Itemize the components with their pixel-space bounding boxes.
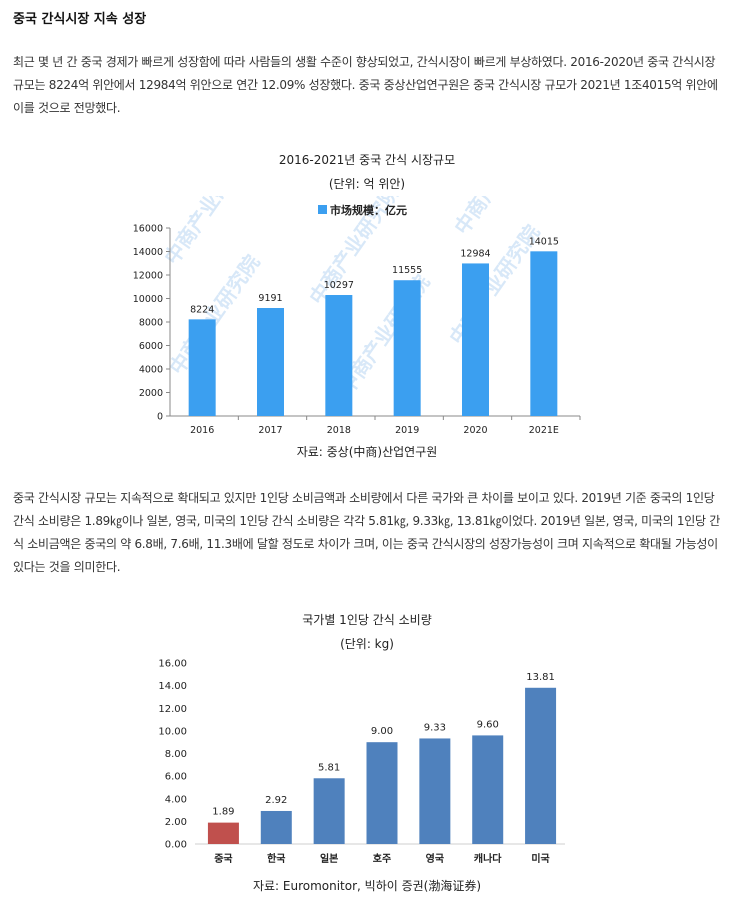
value-label-2020: 12984 (460, 248, 490, 259)
x-tick-label-일본: 일본 (320, 852, 338, 865)
bar-2016 (188, 319, 216, 416)
bar-한국 (260, 810, 292, 844)
value-label-일본: 5.81 (318, 762, 340, 773)
value-label-2016: 8224 (190, 304, 214, 315)
x-tick-label-2021E: 2021E (529, 425, 559, 436)
per-capita-consumption-bar-chart: 0.00 2.00 4.00 6.00 8.00 10.00 12.00 14.00 16.00… (158, 659, 565, 865)
x-tick-label-미국: 미국 (531, 852, 549, 865)
y-tick-label: 10.00 (158, 726, 187, 737)
chart1-subtitle: (단위: 억 위안) (328, 177, 406, 191)
value-label-중국: 1.89 (212, 807, 234, 818)
y-tick-label: 10000 (133, 294, 163, 305)
value-label-영국: 9.33 (424, 722, 446, 733)
x-tick-label-한국: 한국 (267, 853, 285, 865)
paragraph-market-size: 최근 몇 년 간 중국 경제가 빠르게 성장함에 따라 사람들의 생활 수준이 … (13, 55, 718, 115)
bar-미국 (525, 687, 557, 844)
y-tick-label: 2.00 (165, 817, 187, 828)
y-tick-label: 8.00 (165, 749, 187, 760)
x-tick-label-2018: 2018 (327, 425, 351, 436)
y-tick-label: 16000 (133, 224, 163, 235)
chart2-source: 자료: Euromonitor, 빅하이 증권(渤海证券) (252, 879, 482, 893)
paragraph-consumption-gap: 중국 간식시장 규모는 지속적으로 확대되고 있지만 1인당 소비금액과 소비량… (13, 491, 720, 574)
y-tick-label: 2000 (139, 388, 163, 399)
bar-2017 (257, 308, 284, 416)
value-label-한국: 2.92 (265, 795, 287, 806)
y-tick-label: 0.00 (165, 840, 187, 851)
bar-2019 (393, 280, 421, 416)
bar-2018 (325, 295, 353, 416)
y-tick-label: 16.00 (158, 659, 187, 670)
value-label-호주: 9.00 (371, 726, 393, 737)
y-tick-label: 0 (157, 412, 163, 423)
y-tick-label: 12000 (133, 271, 163, 282)
y-tick-label: 14000 (133, 247, 163, 258)
value-label-2018: 10297 (324, 280, 354, 291)
bar-2020 (462, 263, 489, 416)
x-tick-label-2020: 2020 (463, 425, 487, 436)
article-heading: 중국 간식시장 지속 성장 (13, 12, 147, 27)
legend-label: 市场规模：亿元 (330, 203, 407, 217)
chart2-title: 국가별 1인당 간식 소비량 (302, 613, 432, 627)
y-tick-label: 4000 (139, 365, 163, 376)
legend-swatch (318, 205, 327, 214)
x-tick-label-영국: 영국 (426, 852, 444, 865)
x-tick-label-2017: 2017 (258, 425, 282, 436)
value-label-미국: 13.81 (526, 672, 555, 683)
value-label-캐나다: 9.60 (477, 719, 499, 730)
bar-호주 (366, 742, 398, 844)
bar-캐나다 (472, 735, 504, 844)
market-size-bar-chart: 中商产业研究院中商产业研究院中商产业研究院中商产业研究院中商产业研究院中商产业研… (133, 196, 581, 436)
value-label-2021E: 14015 (529, 236, 559, 247)
x-tick-label-호주: 호주 (373, 852, 391, 865)
bar-일본 (313, 778, 345, 844)
bar-중국 (207, 822, 239, 844)
y-tick-label: 12.00 (158, 704, 187, 715)
x-tick-label-중국: 중국 (214, 853, 232, 865)
y-tick-label: 14.00 (158, 681, 187, 692)
y-tick-label: 6000 (139, 341, 163, 352)
x-tick-label-2016: 2016 (190, 425, 214, 436)
y-tick-label: 8000 (139, 318, 163, 329)
value-label-2017: 9191 (258, 293, 282, 304)
bar-영국 (419, 738, 451, 844)
x-tick-label-2019: 2019 (395, 425, 419, 436)
value-label-2019: 11555 (392, 265, 422, 276)
y-tick-label: 4.00 (165, 794, 187, 805)
x-tick-label-캐나다: 캐나다 (474, 852, 502, 865)
chart1-source: 자료: 중상(中商)산업연구원 (296, 445, 438, 459)
y-tick-label: 6.00 (165, 772, 187, 783)
bar-2021E (530, 251, 558, 416)
chart2-subtitle: (단위: kg) (340, 637, 394, 651)
chart1-title: 2016-2021년 중국 간식 시장규모 (278, 153, 456, 167)
